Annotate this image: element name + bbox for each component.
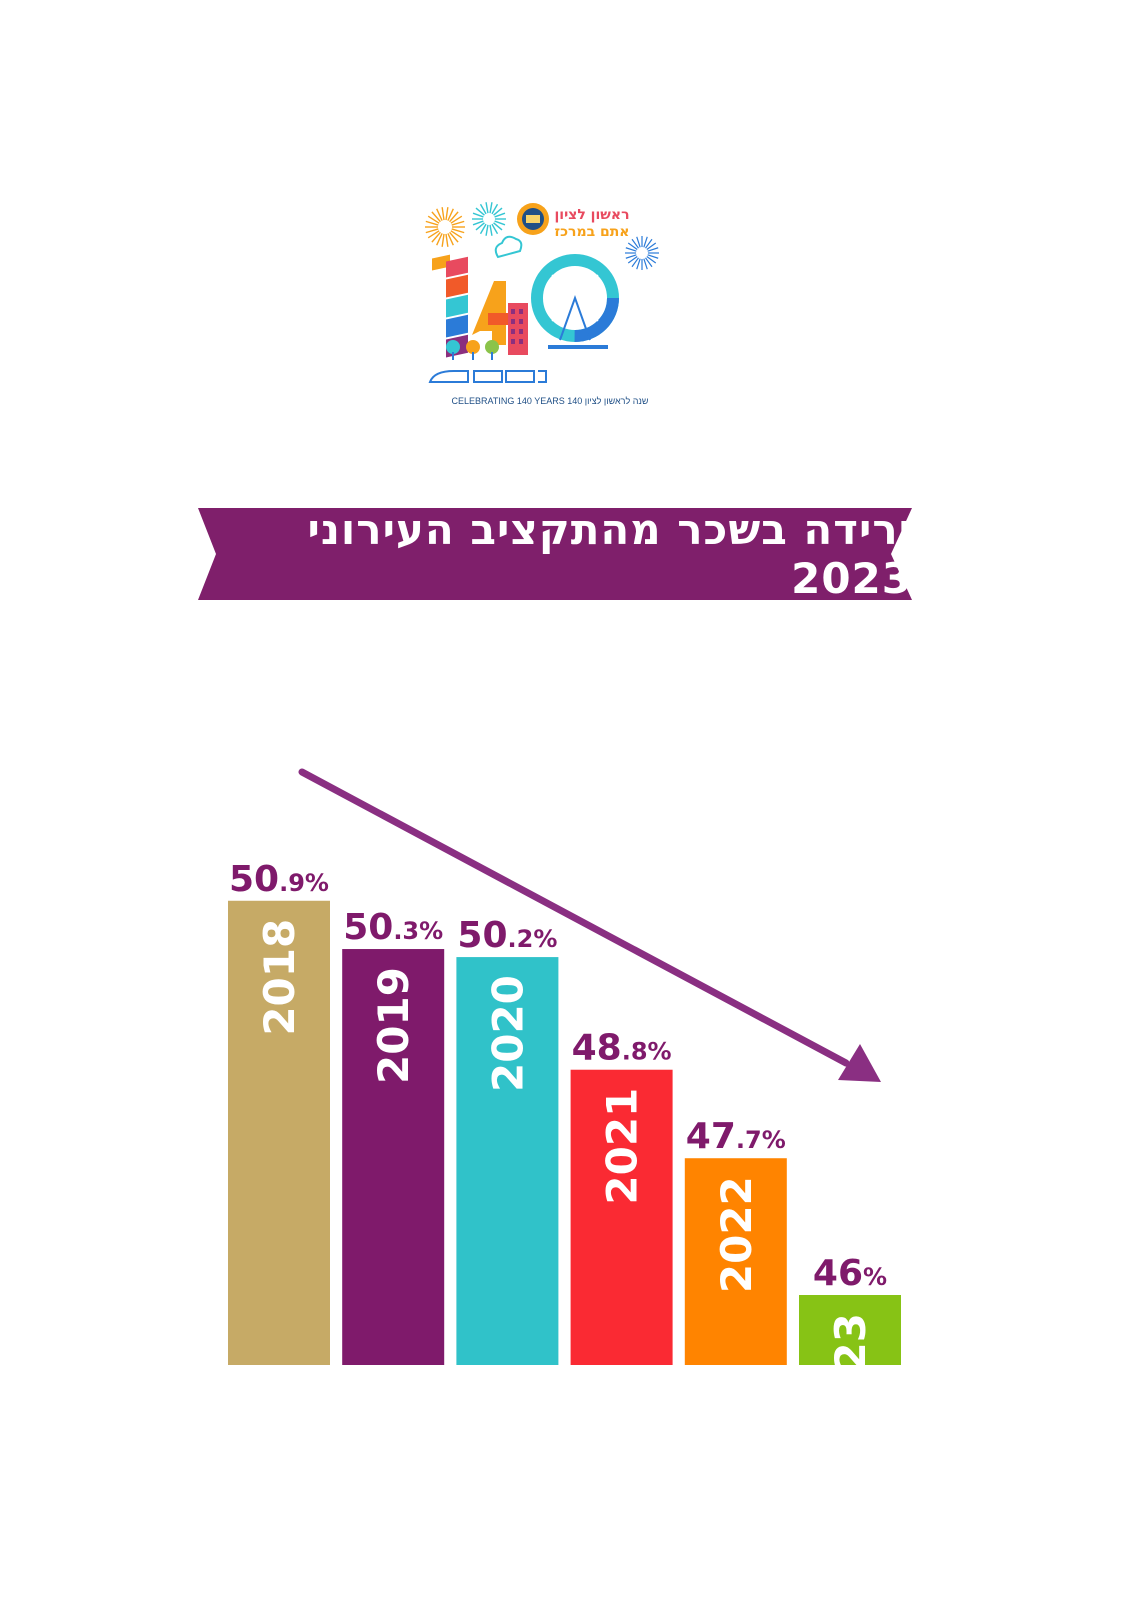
- bar-2020: [456, 957, 559, 1365]
- firework-icon: [472, 202, 506, 236]
- digit-four-icon: [472, 281, 528, 355]
- data-label: 50.9%: [229, 859, 329, 900]
- category-label: 2020: [483, 975, 532, 1092]
- category-label: 2018: [255, 919, 304, 1036]
- category-label: 2023: [826, 1313, 875, 1400]
- city-140-logo: ראשון לציון אתם במרכז: [425, 202, 659, 406]
- ferris-wheel-icon: [531, 254, 619, 349]
- page-title: ירידה בשכר מהתקציב העירוני 2023: [307, 505, 912, 603]
- data-label: 48.8%: [572, 1028, 672, 1069]
- banner-ribbon: [198, 508, 912, 600]
- firework-icon: [625, 236, 659, 270]
- city-emblem-icon: [517, 203, 549, 235]
- data-label: 47.7%: [686, 1116, 786, 1157]
- cloud-icon: [494, 235, 523, 259]
- logo-hebrew-line2: אתם במרכז: [554, 224, 629, 240]
- title-banner: ירידה בשכר מהתקציב העירוני 2023: [198, 505, 912, 603]
- logo-hebrew-line1: ראשון לציון: [554, 207, 629, 223]
- trend-arrow-line: [298, 768, 850, 1067]
- logo-caption: CELEBRATING 140 YEARS 140 שנה לראשון לצי…: [452, 396, 649, 406]
- bar-2021: [570, 1069, 673, 1365]
- data-label: 50.3%: [343, 907, 443, 948]
- data-label: 50.2%: [457, 915, 557, 956]
- data-label: 46%: [813, 1253, 887, 1294]
- train-icon: [428, 370, 547, 383]
- bar-2023: [799, 1295, 901, 1365]
- category-label: 2021: [598, 1088, 647, 1205]
- bar-2019: [342, 949, 445, 1365]
- bar-2018: [228, 900, 330, 1365]
- firework-icon: [425, 207, 465, 247]
- category-label: 2022: [712, 1176, 761, 1293]
- bar-2022: [684, 1158, 787, 1365]
- trees-icon: [446, 340, 499, 360]
- bar-chart: 2018 50.9% 2019 50.3% 2020 50.2% 2021 48.8% 2022…: [228, 768, 901, 1400]
- category-label: 2019: [369, 967, 418, 1084]
- trend-arrow-head: [838, 1044, 881, 1082]
